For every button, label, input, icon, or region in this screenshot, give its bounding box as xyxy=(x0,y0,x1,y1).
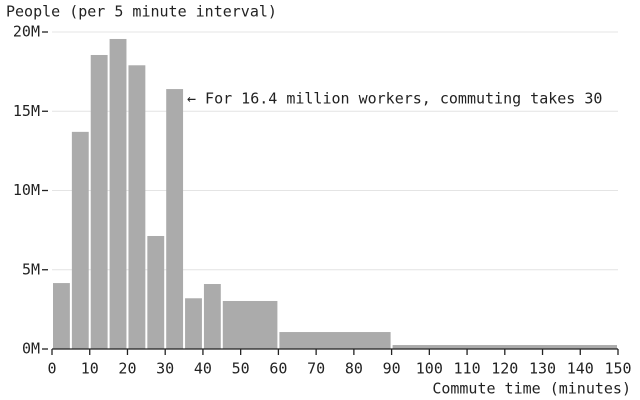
bar xyxy=(71,131,89,349)
y-tick-label: 10M xyxy=(13,181,40,199)
bar xyxy=(279,332,391,349)
x-tick-label: 90 xyxy=(383,360,401,378)
bar xyxy=(147,235,165,349)
x-tick-label: 80 xyxy=(345,360,363,378)
y-tick-label: 20M xyxy=(13,23,40,41)
bar xyxy=(53,283,70,349)
x-tick-label: 120 xyxy=(491,360,518,378)
x-tick-label: 30 xyxy=(156,360,174,378)
bar xyxy=(109,38,127,349)
x-tick-label: 10 xyxy=(81,360,99,378)
x-tick-label: 100 xyxy=(416,360,443,378)
x-tick-label: 140 xyxy=(567,360,594,378)
x-tick-label: 150 xyxy=(604,360,631,378)
bar xyxy=(90,54,108,350)
x-tick-label: 130 xyxy=(529,360,556,378)
bar xyxy=(166,89,184,349)
x-axis-label: Commute time (minutes) xyxy=(432,380,631,398)
bar xyxy=(203,284,221,349)
x-tick-label: 50 xyxy=(232,360,250,378)
annotation: ← For 16.4 million workers, commuting ta… xyxy=(187,90,602,108)
bar xyxy=(392,345,617,349)
x-tick-label: 110 xyxy=(454,360,481,378)
y-tick-label: 5M xyxy=(22,260,40,278)
y-axis-label: People (per 5 minute interval) xyxy=(6,3,277,21)
x-tick-label: 60 xyxy=(269,360,287,378)
x-tick-label: 70 xyxy=(307,360,325,378)
x-tick-label: 0 xyxy=(47,360,56,378)
bar xyxy=(185,298,202,349)
bar xyxy=(128,65,146,349)
x-tick-label: 20 xyxy=(118,360,136,378)
y-tick-label: 0M xyxy=(22,340,40,358)
x-tick-label: 40 xyxy=(194,360,212,378)
bar xyxy=(222,300,278,349)
y-tick-label: 15M xyxy=(13,102,40,120)
